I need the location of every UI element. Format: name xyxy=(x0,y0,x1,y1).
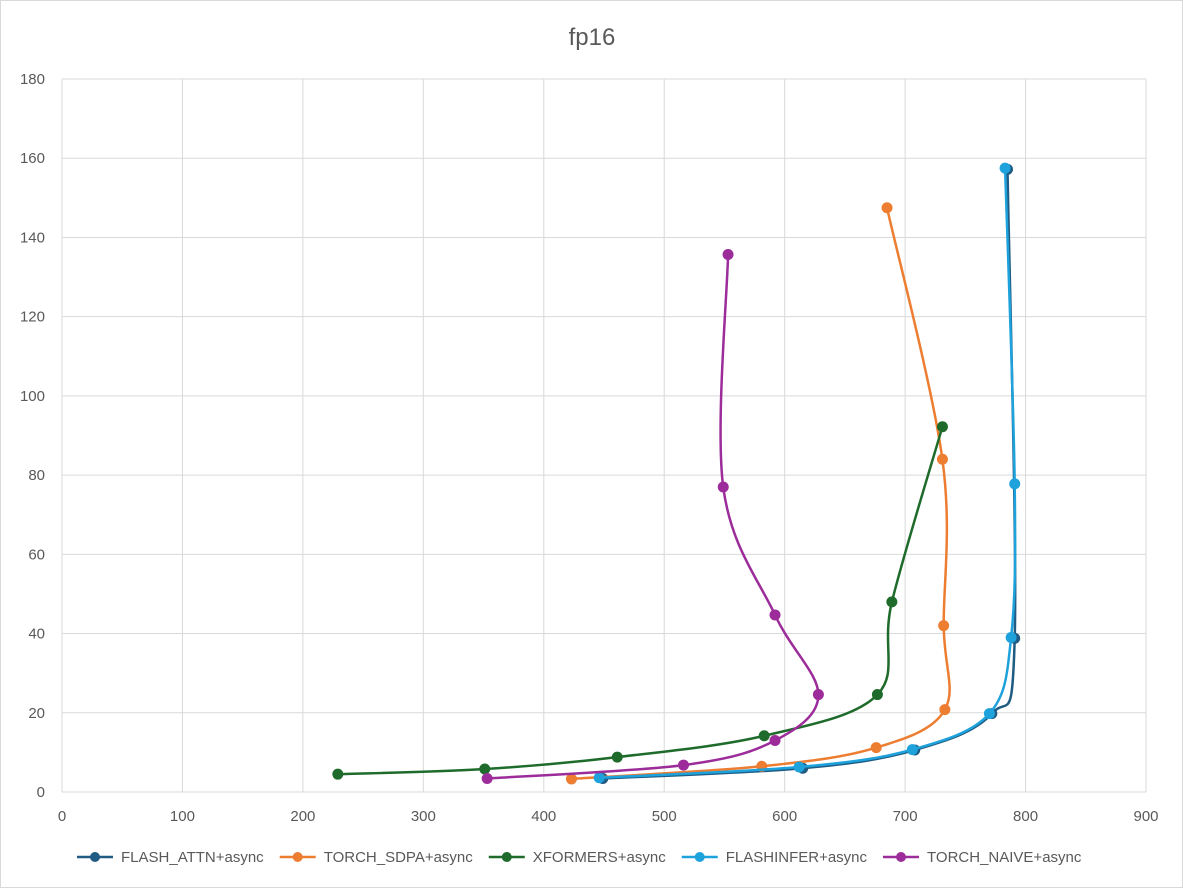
x-tick-label: 300 xyxy=(411,808,436,825)
x-tick-label: 800 xyxy=(1013,808,1038,825)
data-point xyxy=(906,744,918,756)
x-tick-label: 700 xyxy=(893,808,918,825)
y-tick-label: 120 xyxy=(20,309,45,326)
data-point xyxy=(886,596,898,608)
legend-swatch-marker xyxy=(694,852,705,862)
legend-item: TORCH_SDPA+async xyxy=(279,849,474,866)
x-tick-label: 600 xyxy=(772,808,797,825)
y-tick-label: 0 xyxy=(37,784,45,801)
y-tick-label: 140 xyxy=(20,229,45,246)
series-flash-attn-async xyxy=(597,163,1021,785)
legend: FLASH_ATTN+async TORCH_SDPA+async XFORMERS… xyxy=(77,849,1082,866)
data-point xyxy=(769,735,781,747)
data-point xyxy=(717,481,729,493)
data-point xyxy=(479,763,491,775)
data-point xyxy=(758,730,770,742)
series-torch-naive-async xyxy=(481,248,824,785)
y-tick-label: 80 xyxy=(28,467,45,484)
legend-swatch-marker xyxy=(896,852,907,862)
data-point xyxy=(1005,632,1017,644)
legend-label: TORCH_SDPA+async xyxy=(324,849,474,866)
y-tick-label: 60 xyxy=(28,546,45,563)
x-tick-label: 900 xyxy=(1133,808,1158,825)
data-point xyxy=(1009,478,1021,490)
y-axis-ticks: 0 20 40 60 80 100 120 140 160 180 xyxy=(20,71,45,801)
series-line xyxy=(337,426,944,776)
data-point xyxy=(983,708,995,720)
data-point xyxy=(881,202,893,214)
data-point xyxy=(565,773,577,785)
legend-item: XFORMERS+async xyxy=(488,849,666,866)
data-point xyxy=(611,751,623,763)
data-point xyxy=(722,248,734,260)
x-tick-label: 100 xyxy=(170,808,195,825)
x-tick-label: 500 xyxy=(652,808,677,825)
data-point xyxy=(939,704,951,716)
x-tick-label: 0 xyxy=(58,808,66,825)
gridlines xyxy=(61,78,1147,793)
chart-title: fp16 xyxy=(569,24,616,51)
y-tick-label: 160 xyxy=(20,150,45,167)
legend-label: FLASH_ATTN+async xyxy=(121,849,264,866)
series-line xyxy=(599,168,1017,779)
data-point xyxy=(936,453,948,465)
data-point xyxy=(938,620,950,632)
legend-label: FLASHINFER+async xyxy=(726,849,868,866)
legend-item: TORCH_NAIVE+async xyxy=(883,849,1082,866)
data-point xyxy=(677,759,689,771)
data-point xyxy=(870,742,882,754)
series-flashinfer-async xyxy=(593,162,1021,784)
series-torch-sdpa-async xyxy=(565,202,951,785)
data-point xyxy=(593,772,605,784)
x-tick-label: 200 xyxy=(290,808,315,825)
data-point xyxy=(812,689,824,701)
series-xformers-async xyxy=(332,421,948,780)
legend-swatch-marker xyxy=(292,852,303,862)
x-axis-ticks: 0 100 200 300 400 500 600 700 800 900 xyxy=(58,808,1159,825)
series-line xyxy=(571,207,951,781)
data-point xyxy=(769,609,781,621)
y-tick-label: 180 xyxy=(20,71,45,88)
data-point xyxy=(793,761,805,773)
data-point xyxy=(871,689,883,701)
y-tick-label: 20 xyxy=(28,705,45,722)
data-point xyxy=(332,768,344,780)
data-point xyxy=(481,773,493,785)
data-point xyxy=(936,421,948,433)
data-point xyxy=(999,162,1011,174)
y-tick-label: 100 xyxy=(20,388,45,405)
legend-label: TORCH_NAIVE+async xyxy=(927,849,1082,866)
legend-swatch-marker xyxy=(90,852,100,862)
legend-item: FLASHINFER+async xyxy=(681,849,868,866)
legend-label: XFORMERS+async xyxy=(533,849,666,866)
series-line xyxy=(487,254,820,780)
legend-swatch-marker xyxy=(501,852,512,862)
series-group xyxy=(332,162,1021,785)
x-tick-label: 400 xyxy=(531,808,556,825)
y-tick-label: 40 xyxy=(28,626,45,643)
legend-item: FLASH_ATTN+async xyxy=(77,849,264,866)
